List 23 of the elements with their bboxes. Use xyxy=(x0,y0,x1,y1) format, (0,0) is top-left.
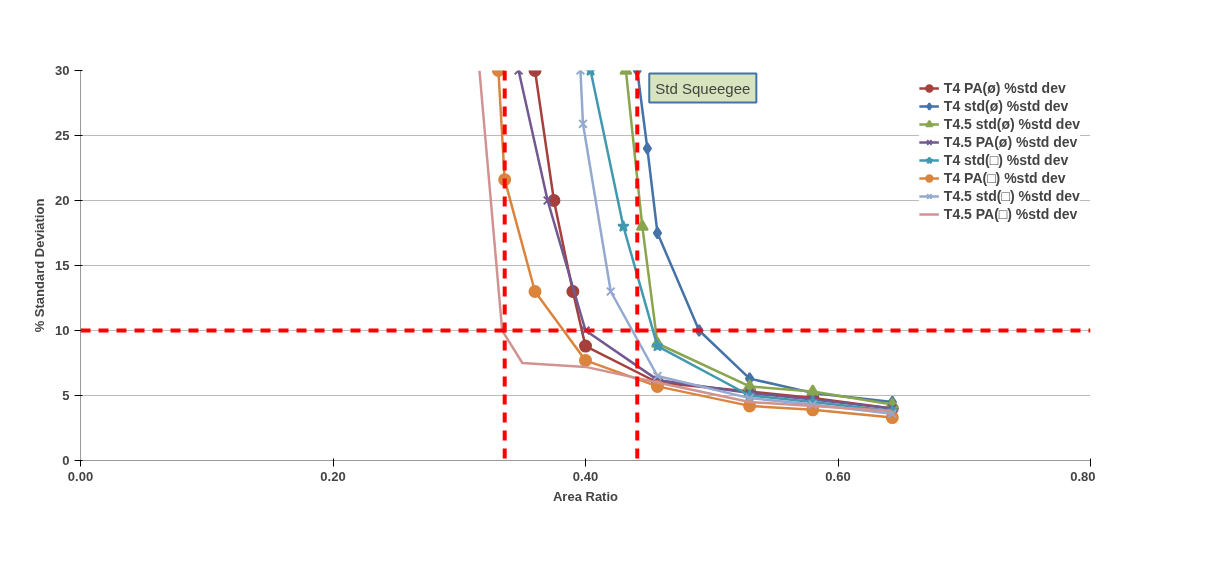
y-tick-label: 0 xyxy=(62,453,70,468)
x-tick-label: 0.80 xyxy=(1070,468,1096,484)
legend-label: T4 PA(□) %std dev xyxy=(943,170,1066,186)
y-tick-label: 25 xyxy=(55,128,70,143)
y-tick-label: 30 xyxy=(55,63,70,78)
legend-label: T4.5 std(ø) %std dev xyxy=(943,116,1080,132)
y-axis-title: % Standard Deviation xyxy=(32,198,48,333)
legend-label: T4.5 PA(□) %std dev xyxy=(943,206,1078,222)
legend-label: T4.5 std(□) %std dev xyxy=(943,188,1080,204)
legend-label: T4 PA(ø) %std dev xyxy=(943,80,1066,96)
x-tick-label: 0.20 xyxy=(320,468,346,484)
legend-label: T4 std(□) %std dev xyxy=(943,152,1069,168)
x-tick-label: 0.40 xyxy=(572,468,599,484)
y-tick-label: 15 xyxy=(55,258,70,273)
y-tick-label: 20 xyxy=(55,193,70,208)
ref-line-label: Std Squeegee xyxy=(655,79,751,97)
x-axis-title: Area Ratio xyxy=(552,488,619,504)
legend-label: T4 std(ø) %std dev xyxy=(943,98,1069,114)
y-tick-label: 5 xyxy=(62,388,70,403)
y-tick-label: 10 xyxy=(55,323,70,338)
x-tick-label: 0.60 xyxy=(825,468,851,484)
x-tick-label: 0.00 xyxy=(67,468,94,484)
legend-label: T4.5 PA(ø) %std dev xyxy=(943,134,1078,150)
